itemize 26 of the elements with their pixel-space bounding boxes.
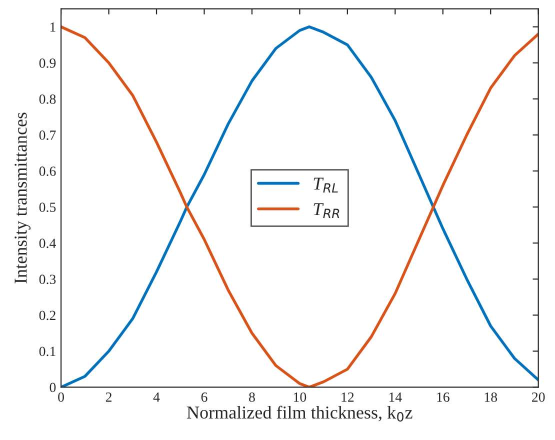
y-tick-label: 0.1	[39, 346, 56, 356]
y-tick-label: 1	[50, 22, 56, 32]
legend-label: T$_{RL}$	[314, 178, 338, 193]
x-tick-label: 6	[201, 392, 208, 402]
y-tick-label: 0.4	[39, 238, 56, 248]
y-tick-label: 0.9	[39, 58, 56, 68]
legend-label: T$_{RR}$	[314, 203, 340, 218]
x-tick-label: 20	[532, 392, 545, 402]
x-tick-label: 8	[249, 392, 255, 402]
x-axis-title: Normalized film thickness, k$_{0}$z	[187, 406, 412, 422]
x-tick-label: 12	[342, 392, 354, 402]
x-tick-label: 14	[389, 392, 402, 402]
y-tick-label: 0.7	[39, 130, 56, 140]
x-tick-label: 4	[153, 392, 160, 402]
y-tick-label: 0.3	[39, 274, 56, 284]
y-tick-label: 0.8	[39, 94, 56, 104]
x-tick-label: 2	[106, 392, 112, 402]
y-tick-label: 0	[50, 382, 56, 392]
y-tick-label: 0.5	[39, 202, 56, 212]
x-tick-label: 10	[294, 392, 306, 402]
y-axis-title: Intensity transmittances	[14, 112, 30, 284]
y-tick-label: 0.6	[39, 166, 56, 176]
x-tick-label: 0	[58, 392, 64, 402]
x-tick-label: 16	[437, 392, 450, 402]
x-tick-label: 18	[484, 392, 498, 402]
y-tick-label: 0.2	[39, 310, 56, 320]
